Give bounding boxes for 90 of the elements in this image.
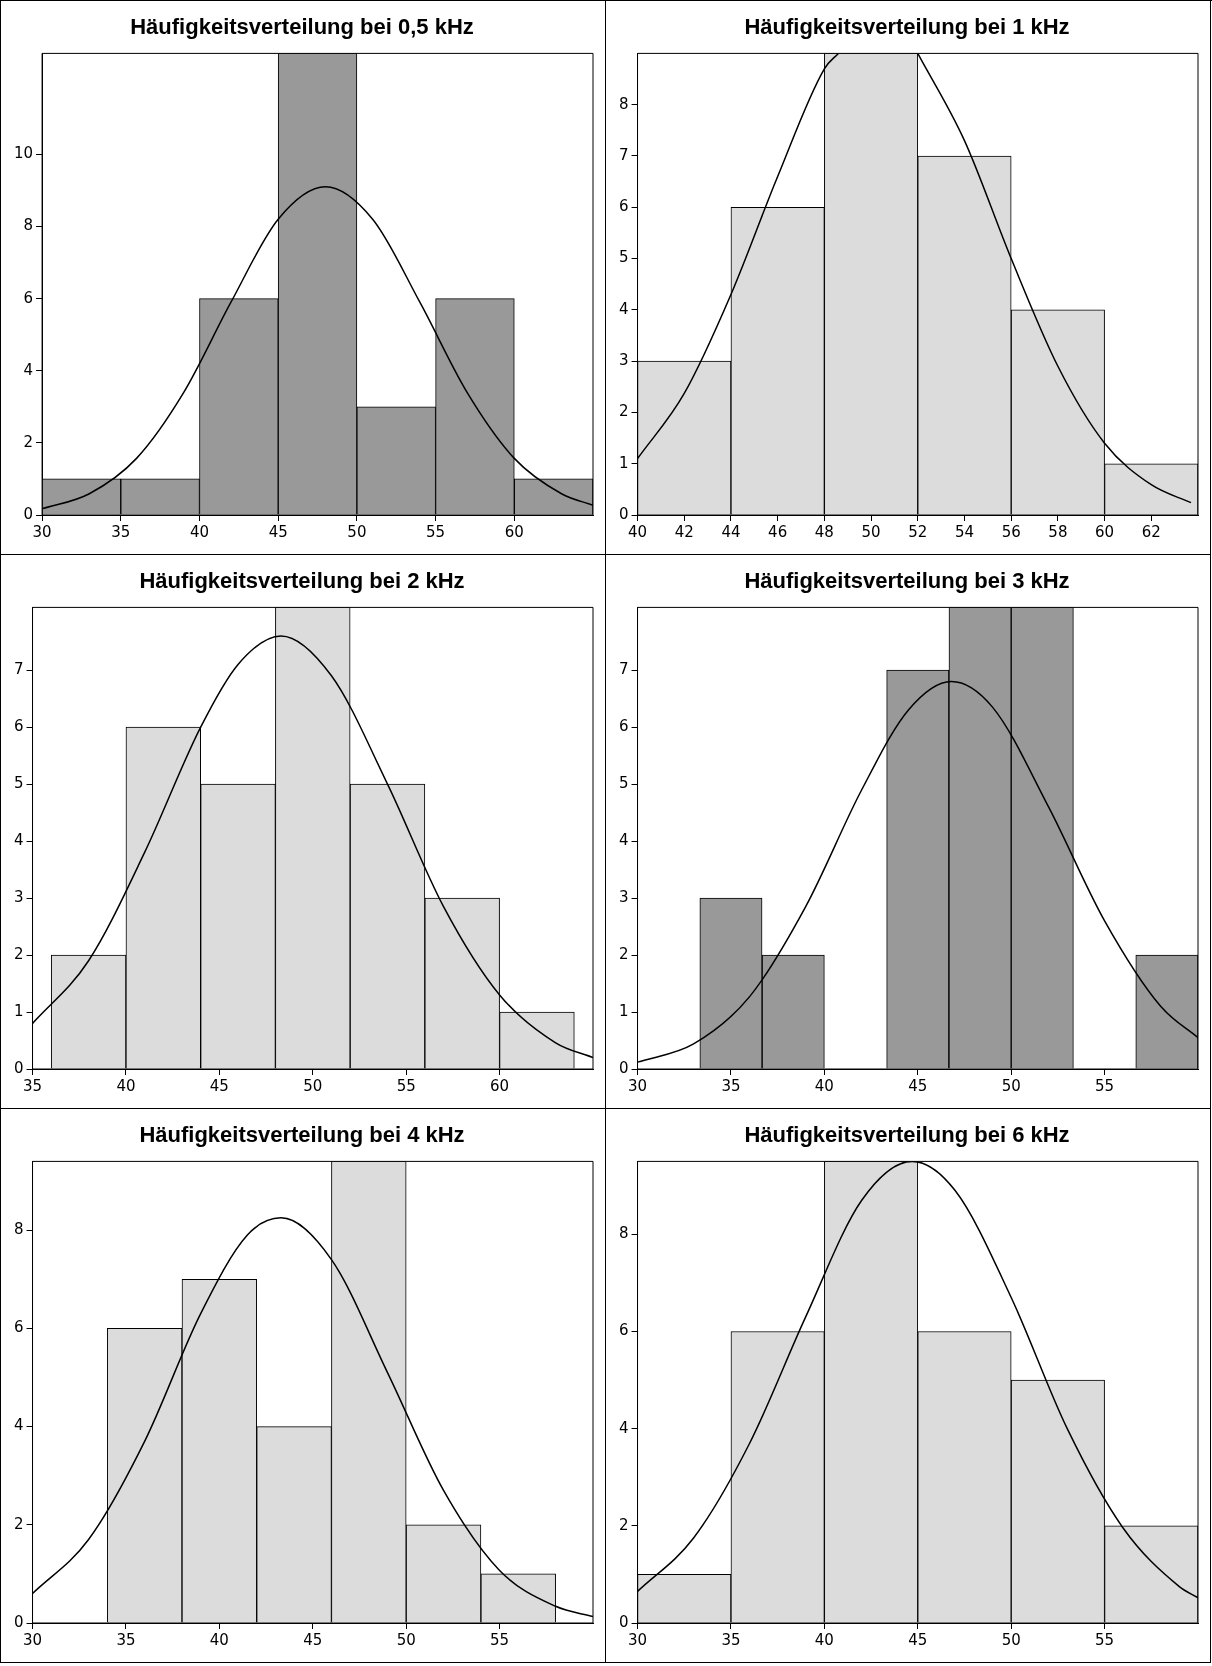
y-tick-label: 1: [619, 453, 629, 472]
x-tick-label: 50: [347, 522, 367, 541]
x-tick-label: 35: [23, 1076, 43, 1095]
y-tick-label: 4: [14, 1416, 24, 1435]
y-tick-label: 6: [619, 716, 629, 735]
x-tick-label: 45: [908, 1630, 928, 1649]
y-tick-label: 6: [619, 1321, 629, 1340]
y-tick-label: 0: [23, 504, 34, 523]
x-tick-label: 35: [116, 1630, 136, 1649]
x-tick-label: 30: [23, 1630, 43, 1649]
x-tick-label: 35: [721, 1630, 741, 1649]
x-tick-label: 60: [1095, 522, 1115, 541]
x-tick-label: 55: [426, 522, 446, 541]
y-tick-label: 3: [14, 887, 24, 906]
y-tick-label: 8: [619, 1224, 629, 1243]
y-tick-label: 6: [23, 288, 34, 307]
x-tick-label: 55: [396, 1076, 416, 1095]
y-tick-label: 2: [23, 432, 34, 451]
x-tick-label: 35: [111, 522, 131, 541]
x-tick-label: 40: [628, 522, 648, 541]
y-tick-label: 5: [619, 773, 629, 792]
chart-title: Häufigkeitsverteilung bei 1 kHz: [744, 14, 1070, 40]
x-tick-label: 60: [504, 522, 524, 541]
x-tick-label: 52: [908, 522, 928, 541]
x-tick-label: 55: [1095, 1630, 1115, 1649]
y-tick-label: 0: [14, 1612, 24, 1631]
chart-title: Häufigkeitsverteilung bei 6 kHz: [744, 1122, 1070, 1148]
y-tick-label: 0: [619, 504, 629, 523]
x-tick-label: 55: [1095, 1076, 1115, 1095]
y-tick-label: 8: [23, 216, 34, 235]
y-tick-label: 5: [619, 248, 629, 267]
y-tick-label: 0: [619, 1612, 629, 1631]
x-tick-label: 46: [768, 522, 788, 541]
y-tick-label: 0: [14, 1058, 24, 1077]
y-tick-label: 7: [619, 145, 629, 164]
chart-title: Häufigkeitsverteilung bei 4 kHz: [139, 1122, 465, 1148]
x-tick-label: 45: [268, 522, 288, 541]
x-tick-label: 58: [1048, 522, 1068, 541]
x-tick-label: 45: [303, 1630, 323, 1649]
y-tick-label: 3: [619, 351, 629, 370]
x-tick-label: 45: [908, 1076, 928, 1095]
x-tick-label: 40: [814, 1076, 834, 1095]
x-tick-label: 44: [721, 522, 741, 541]
y-tick-label: 1: [14, 1001, 24, 1020]
y-tick-label: 2: [14, 1514, 24, 1533]
y-tick-label: 4: [14, 830, 24, 849]
y-tick-label: 7: [619, 659, 629, 678]
x-tick-label: 62: [1141, 522, 1161, 541]
y-tick-label: 2: [14, 944, 24, 963]
x-tick-label: 40: [814, 1630, 834, 1649]
x-tick-label: 40: [209, 1630, 229, 1649]
x-tick-label: 40: [189, 522, 210, 541]
y-tick-label: 4: [23, 360, 34, 379]
y-tick-label: 6: [14, 1318, 24, 1337]
x-tick-label: 30: [32, 522, 52, 541]
y-tick-label: 10: [13, 144, 34, 163]
chart-title: Häufigkeitsverteilung bei 2 kHz: [139, 568, 465, 594]
y-tick-label: 2: [619, 402, 629, 421]
x-tick-label: 50: [861, 522, 881, 541]
x-tick-label: 48: [814, 522, 834, 541]
x-tick-label: 56: [1001, 522, 1021, 541]
y-tick-label: 8: [619, 94, 629, 113]
x-tick-label: 40: [116, 1076, 136, 1095]
y-tick-label: 2: [619, 1515, 629, 1534]
x-tick-label: 45: [209, 1076, 229, 1095]
x-tick-label: 55: [490, 1630, 510, 1649]
y-tick-label: 4: [619, 1418, 629, 1437]
x-tick-label: 60: [490, 1076, 510, 1095]
chart-title: Häufigkeitsverteilung bei 3 kHz: [744, 568, 1070, 594]
chart-title: Häufigkeitsverteilung bei 0,5 kHz: [130, 14, 474, 40]
y-tick-label: 0: [619, 1058, 629, 1077]
x-tick-label: 50: [303, 1076, 323, 1095]
y-tick-label: 4: [619, 299, 629, 318]
y-tick-label: 5: [14, 773, 24, 792]
x-tick-label: 50: [1001, 1076, 1021, 1095]
x-tick-label: 50: [396, 1630, 416, 1649]
y-tick-label: 3: [619, 887, 629, 906]
y-tick-label: 6: [619, 197, 629, 216]
y-tick-label: 4: [619, 830, 629, 849]
x-tick-label: 50: [1001, 1630, 1021, 1649]
y-tick-label: 1: [619, 1001, 629, 1020]
y-tick-label: 6: [14, 716, 24, 735]
y-tick-label: 7: [14, 659, 24, 678]
x-tick-label: 35: [721, 1076, 741, 1095]
x-tick-label: 42: [674, 522, 694, 541]
y-tick-label: 8: [14, 1220, 24, 1239]
x-tick-label: 30: [628, 1076, 648, 1095]
y-tick-label: 2: [619, 944, 629, 963]
x-tick-label: 30: [628, 1630, 648, 1649]
x-tick-label: 54: [954, 522, 975, 541]
